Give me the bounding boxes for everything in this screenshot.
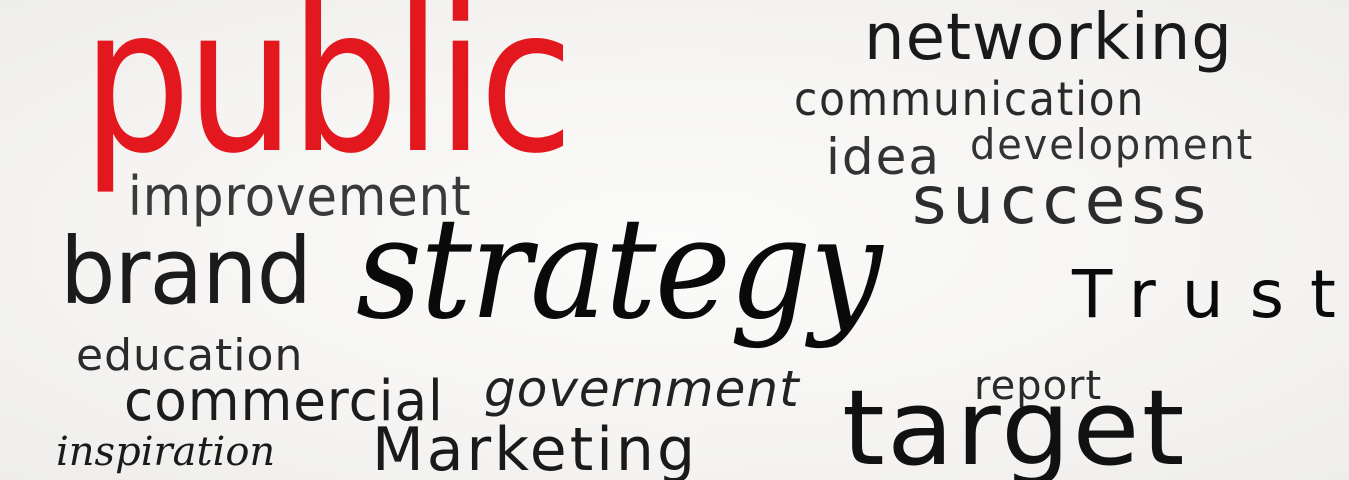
word-strategy: strategy: [356, 188, 883, 351]
word-public: public: [82, 0, 574, 198]
word-development: development: [970, 120, 1255, 169]
word-commercial: commercial: [124, 369, 444, 434]
word-networking: networking: [864, 1, 1233, 75]
word-brand: brand: [60, 218, 312, 325]
word-government: government: [484, 360, 800, 418]
word-trust: Trust: [1072, 256, 1349, 333]
word-marketing: Marketing: [372, 415, 699, 480]
word-idea: idea: [826, 128, 942, 186]
word-target: target: [842, 367, 1187, 480]
word-report: report: [974, 363, 1103, 409]
word-inspiration: inspiration: [56, 429, 276, 475]
word-communication: communication: [794, 72, 1146, 126]
word-success: success: [912, 162, 1213, 239]
word-education: education: [76, 330, 304, 381]
word-improvement: improvement: [128, 165, 472, 228]
